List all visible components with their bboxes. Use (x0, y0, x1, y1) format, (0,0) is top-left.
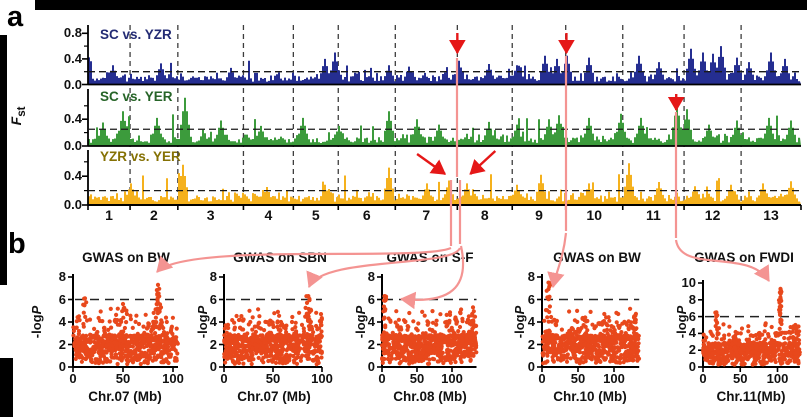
gwas-3-ytick-0: 0 (367, 359, 375, 374)
gwas-4-ytick-8: 8 (527, 269, 535, 284)
panel-b-label: b (8, 228, 26, 260)
gwas-1-ytick-0: 0 (58, 359, 66, 374)
gwas-1-xtick-100: 100 (162, 371, 184, 386)
track-label-sc-vs-yzr: SC vs. YZR (100, 27, 172, 42)
fst-track-1 (82, 89, 801, 147)
chromosome-label-9: 9 (535, 207, 543, 223)
crop-border-top (35, 0, 807, 10)
gwas-4-ytick-6: 6 (527, 291, 535, 307)
gwas-4-xtick-100: 100 (603, 371, 625, 386)
gwas-4-ytick-4: 4 (527, 314, 535, 329)
chromosome-label-11: 11 (646, 207, 661, 223)
red-arrow-icon (416, 153, 447, 175)
gwas-1-ytick-8: 8 (58, 269, 66, 284)
fst-ytick-2-0: 0.0 (63, 197, 82, 212)
gwas-2-xtick-100: 100 (311, 371, 333, 386)
chromosome-label-10: 10 (586, 207, 602, 223)
fst-ytick-2-0.4: 0.4 (63, 168, 82, 184)
track-label-yzr-vs-yer: YZR vs. YER (100, 149, 181, 164)
gwas-2-ytick-2: 2 (209, 336, 217, 352)
gwas-plot-1 (68, 274, 180, 372)
chromosome-label-6: 6 (362, 207, 371, 223)
gwas-3-ytick-8: 8 (367, 269, 375, 284)
gwas-1-xtick-50: 50 (115, 371, 131, 386)
fst-ytick-0-0.8: 0.8 (63, 25, 82, 41)
gwas-5-xtick-0: 0 (699, 371, 707, 386)
gwas-2-ytick-8: 8 (209, 269, 217, 284)
gwas-4-ytick-2: 2 (527, 336, 535, 352)
fst-ytick-0-0: 0.0 (63, 76, 82, 92)
gwas-plot-4 (537, 274, 642, 372)
gwas-4-ytick-0: 0 (527, 359, 535, 374)
connector-to-gwas-1 (156, 246, 452, 273)
connector-to-gwas-4 (547, 232, 568, 289)
gwas-title-4: GWAS on BW (553, 250, 641, 265)
fst-ytick-1-0: 0.0 (63, 138, 82, 153)
fst-ytick-1-0.4: 0.4 (63, 111, 82, 127)
chromosome-label-1: 1 (105, 207, 113, 223)
crop-border-bottom-left (0, 358, 13, 417)
connector-to-gwas-2 (306, 247, 462, 289)
gwas-5-xtick-50: 50 (733, 371, 748, 386)
chromosome-label-13: 13 (763, 207, 779, 223)
gwas-3-xtick-100: 100 (441, 371, 463, 386)
crop-border-left (0, 35, 7, 285)
gwas-5-ytick-6: 6 (688, 308, 696, 324)
fst-track-2 (82, 150, 801, 206)
gwas-title-1: GWAS on BW (82, 250, 170, 265)
gwas-4-xtick-50: 50 (570, 371, 586, 386)
peak-connectors (156, 56, 770, 310)
chromosome-label-8: 8 (480, 207, 489, 223)
gwas-3-ytick-2: 2 (367, 336, 375, 352)
chromosome-label-4: 4 (264, 207, 273, 223)
gwas-5-ytick-10: 10 (681, 275, 696, 290)
gwas-2-ytick-0: 0 (209, 359, 217, 374)
panel-a-label: a (7, 1, 24, 33)
red-arrow-icon (469, 150, 497, 175)
peak-arrows (416, 33, 685, 175)
gwas-xlabel-3: Chr.08 (Mb) (393, 389, 467, 404)
chromosome-label-3: 3 (206, 207, 215, 223)
gwas-5-ytick-8: 8 (688, 291, 696, 307)
gwas-xlabel-1: Chr.07 (Mb) (88, 389, 162, 404)
connector-to-gwas-5 (674, 239, 770, 282)
track-label-sc-vs-yer: SC vs. YER (100, 89, 173, 104)
gwas-3-xtick-0: 0 (378, 371, 386, 386)
chromosome-boundaries (129, 25, 742, 205)
connector-to-gwas-3 (399, 245, 465, 310)
gwas-3-ytick-4: 4 (367, 314, 375, 329)
gwas-2-xtick-50: 50 (265, 371, 281, 386)
gwas-xlabel-4: Chr.10 (Mb) (553, 389, 627, 404)
gwas-4-xtick-0: 0 (538, 371, 546, 386)
gwas-5-ytick-0: 0 (688, 359, 696, 374)
gwas-5-ytick-2: 2 (688, 342, 696, 358)
chromosome-label-2: 2 (150, 207, 158, 223)
gwas-plot-2 (219, 274, 324, 372)
gwas-1-ytick-2: 2 (58, 336, 66, 352)
gwas-1-ytick-4: 4 (58, 314, 66, 329)
chromosome-label-5: 5 (311, 207, 320, 223)
gwas-plot-3 (377, 274, 479, 372)
fst-track-0 (82, 25, 801, 86)
chromosome-label-7: 7 (422, 207, 431, 223)
gwas-xlabel-5: Chr.11(Mb) (716, 389, 786, 404)
gwas-xlabel-2: Chr.07 (Mb) (237, 389, 311, 404)
gwas-plot-5 (698, 280, 802, 372)
gwas-5-ytick-4: 4 (688, 325, 696, 341)
gwas-2-ytick-4: 4 (209, 314, 217, 329)
gwas-3-ytick-6: 6 (367, 291, 375, 307)
gwas-2-xtick-0: 0 (220, 371, 228, 386)
fst-ytick-0-0.4: 0.4 (63, 50, 82, 66)
gwas-2-ytick-6: 6 (209, 291, 217, 307)
chromosome-label-12: 12 (704, 207, 721, 223)
gwas-5-xtick-100: 100 (766, 371, 789, 386)
gwas-1-ytick-6: 6 (58, 291, 66, 307)
gwas-1-xtick-0: 0 (69, 371, 77, 386)
gwas-3-xtick-50: 50 (409, 371, 425, 386)
